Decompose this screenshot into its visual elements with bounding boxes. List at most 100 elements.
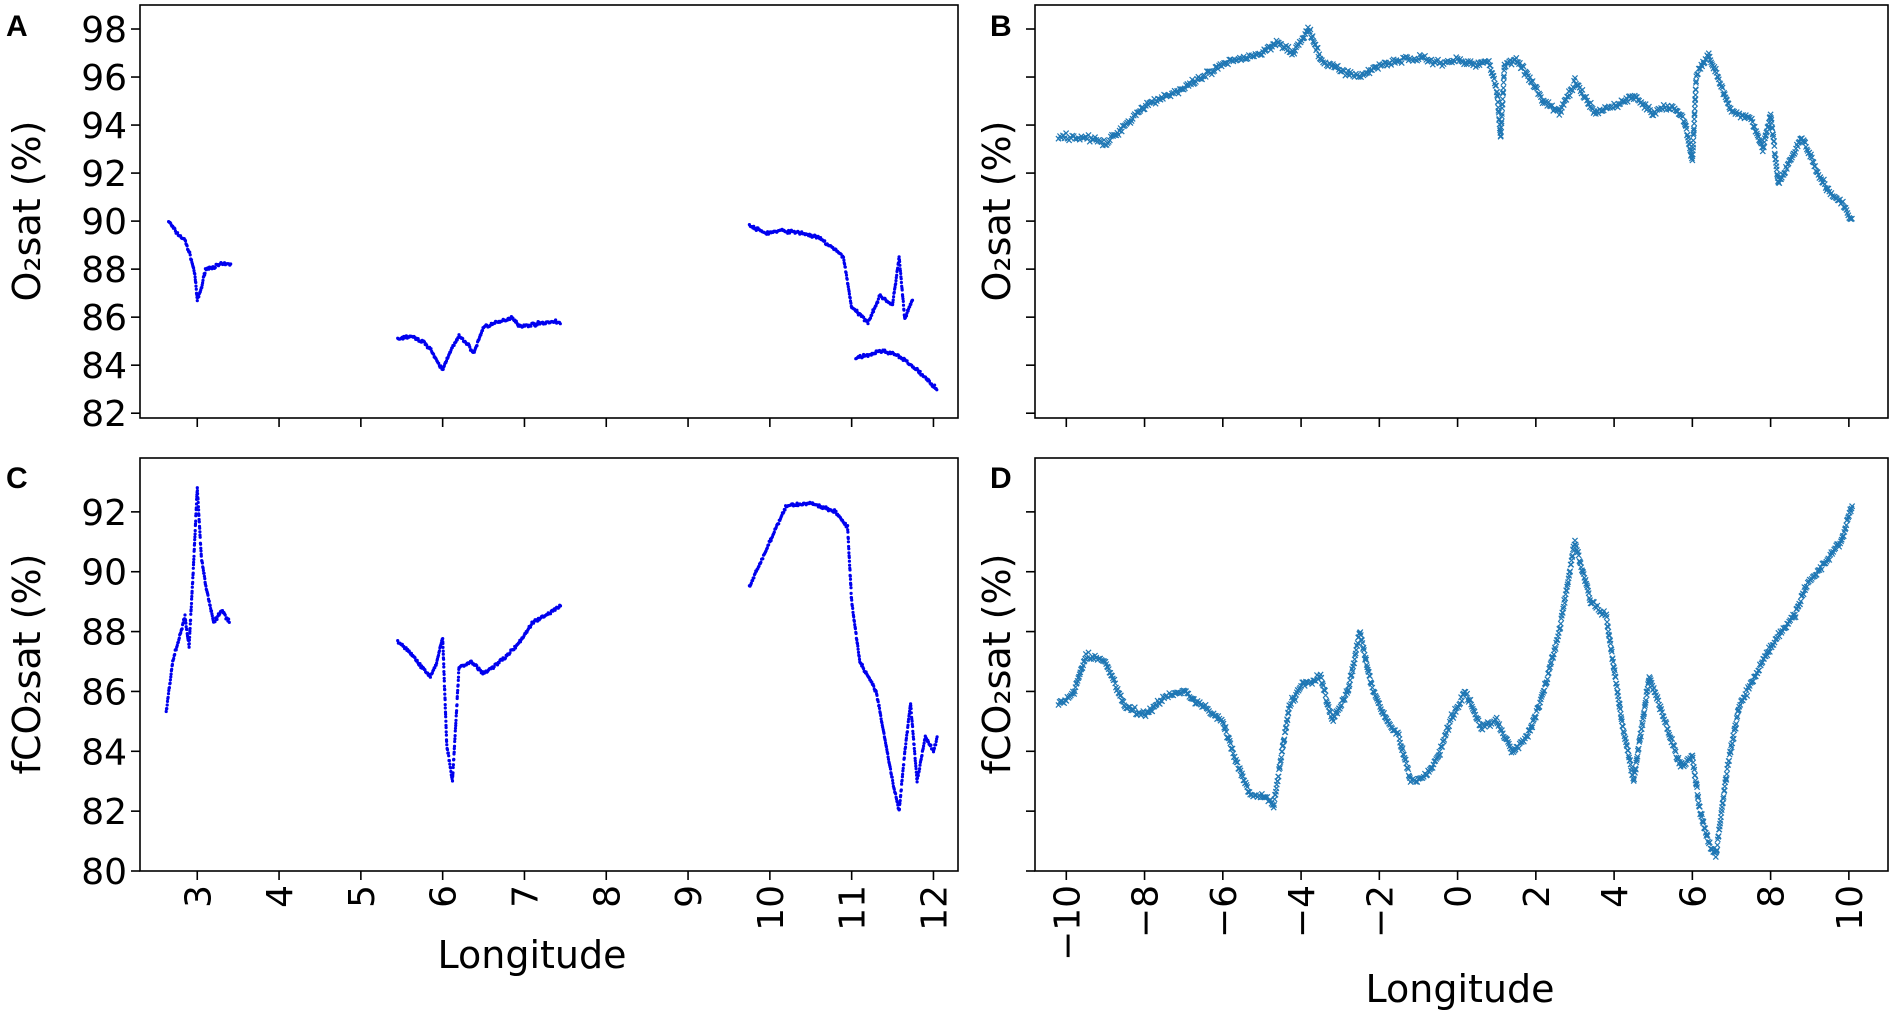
data-point: [1641, 709, 1648, 716]
data-point: [1560, 605, 1567, 612]
data-point: [446, 751, 450, 755]
data-point: [885, 747, 889, 752]
data-point: [1349, 668, 1356, 675]
data-point: [915, 780, 919, 784]
data-point: [1751, 123, 1758, 130]
data-point: [848, 568, 852, 572]
data-point: [765, 546, 769, 550]
data-point: [903, 745, 908, 749]
data-point: [1219, 718, 1226, 725]
data-point: [922, 741, 926, 745]
data-point: [1691, 110, 1698, 117]
data-point: [1557, 620, 1564, 627]
x-tick-label: −4: [1282, 885, 1323, 938]
data-point: [1491, 75, 1498, 82]
data-point: [1634, 753, 1641, 760]
data-point: [188, 626, 192, 631]
data-point: [185, 627, 189, 632]
data-point: [165, 699, 170, 704]
panel-b-x-ticks: [1065, 418, 1850, 427]
data-point: [1214, 65, 1221, 72]
data-point: [208, 603, 212, 608]
data-point: [1734, 713, 1741, 720]
x-tick-label: −10: [1047, 885, 1088, 961]
data-point: [452, 757, 456, 762]
x-tick-label: 5: [342, 885, 383, 908]
data-point: [866, 322, 870, 326]
data-point: [1457, 700, 1464, 707]
data-point: [891, 778, 895, 783]
data-point: [1630, 777, 1637, 785]
data-point: [1571, 74, 1579, 82]
data-point: [852, 619, 857, 624]
data-point: [1234, 759, 1241, 766]
data-point: [891, 303, 895, 307]
x-tick-label: 8: [587, 885, 628, 908]
data-point: [441, 367, 445, 371]
data-point: [1579, 86, 1586, 93]
data-point: [1498, 120, 1505, 127]
data-point: [1500, 84, 1507, 92]
data-point: [1295, 687, 1302, 694]
y-tick-label: 86: [81, 672, 127, 713]
data-point: [1534, 85, 1541, 92]
data-point: [480, 328, 485, 333]
data-point: [1301, 682, 1308, 689]
data-point: [193, 529, 197, 533]
data-point: [443, 698, 447, 702]
data-point: [1237, 767, 1244, 774]
data-point: [1271, 801, 1278, 809]
data-point: [196, 497, 200, 501]
data-point: [415, 658, 419, 663]
data-point: [1611, 667, 1618, 674]
data-point: [1076, 671, 1083, 678]
data-point: [1279, 748, 1286, 755]
data-point: [1285, 710, 1292, 717]
data-point: [1689, 157, 1696, 164]
data-point: [1059, 132, 1067, 139]
data-point: [1843, 522, 1850, 529]
data-point: [862, 667, 866, 671]
data-point: [200, 561, 204, 565]
data-point: [1609, 658, 1617, 665]
panel-a-letter: A: [6, 10, 28, 43]
data-point: [1691, 105, 1698, 112]
data-point: [188, 622, 192, 626]
panel-b-points: [1055, 24, 1855, 223]
x-tick-label: 8: [1752, 885, 1793, 908]
data-point: [188, 635, 192, 639]
data-point: [1633, 755, 1641, 762]
data-point: [442, 662, 446, 666]
data-point: [860, 663, 865, 667]
data-point: [1063, 130, 1070, 137]
data-point: [911, 724, 915, 729]
data-point: [877, 706, 882, 711]
data-point: [1308, 34, 1315, 42]
panel-c-frame: [139, 457, 959, 872]
data-point: [1493, 714, 1500, 721]
data-point: [902, 763, 906, 767]
data-point: [894, 276, 898, 280]
data-point: [170, 667, 174, 671]
data-point: [194, 280, 198, 285]
data-point: [445, 748, 450, 752]
data-point: [453, 734, 457, 738]
data-point: [1440, 738, 1447, 745]
data-point: [191, 563, 196, 567]
data-point: [1760, 144, 1767, 151]
data-point: [1766, 648, 1773, 655]
data-point: [443, 706, 447, 710]
data-point: [1769, 125, 1776, 132]
data-point: [1446, 723, 1453, 730]
data-point: [475, 344, 479, 348]
data-point: [1322, 692, 1329, 699]
data-point: [899, 277, 903, 281]
data-point: [919, 757, 923, 761]
data-point: [457, 333, 461, 337]
panel-a-frame: [139, 4, 959, 419]
data-point: [918, 763, 922, 767]
data-point: [1669, 735, 1676, 743]
data-point: [846, 536, 850, 541]
data-point: [1640, 711, 1647, 718]
data-point: [1494, 93, 1501, 100]
